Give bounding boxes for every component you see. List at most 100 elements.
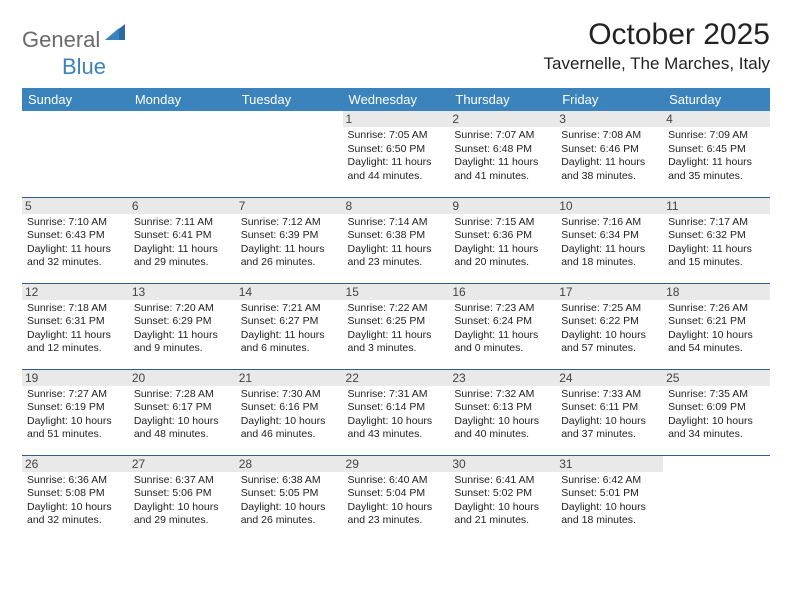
calendar-page: General October 2025 Tavernelle, The Mar… bbox=[0, 0, 792, 549]
day-details: Sunrise: 6:38 AMSunset: 5:05 PMDaylight:… bbox=[241, 474, 338, 529]
day-number: 17 bbox=[556, 284, 663, 300]
calendar-day-cell: 26Sunrise: 6:36 AMSunset: 5:08 PMDayligh… bbox=[22, 455, 129, 541]
calendar-day-cell bbox=[236, 111, 343, 197]
day-details: Sunrise: 6:41 AMSunset: 5:02 PMDaylight:… bbox=[454, 474, 551, 529]
day-number: 7 bbox=[236, 198, 343, 214]
day-number: 9 bbox=[449, 198, 556, 214]
calendar-day-cell: 20Sunrise: 7:28 AMSunset: 6:17 PMDayligh… bbox=[129, 369, 236, 455]
calendar-day-cell: 19 Sunrise: 7:27 AMSunset: 6:19 PMDayligh… bbox=[22, 369, 129, 455]
weekday-header: Tuesday bbox=[236, 88, 343, 111]
day-details: Sunrise: 7:33 AMSunset: 6:11 PMDaylight:… bbox=[561, 388, 658, 443]
calendar-day-cell: 5 Sunrise: 7:10 AMSunset: 6:43 PMDaylight… bbox=[22, 197, 129, 283]
day-number: 31 bbox=[556, 456, 663, 472]
day-number: 5 bbox=[22, 198, 129, 214]
day-details: Sunrise: 7:18 AMSunset: 6:31 PMDaylight:… bbox=[27, 302, 124, 357]
day-number: 16 bbox=[449, 284, 556, 300]
day-number: 12 bbox=[22, 284, 129, 300]
day-number: 25 bbox=[663, 370, 770, 386]
calendar-week-row: 1 Sunrise: 7:05 AMSunset: 6:50 PMDaylight… bbox=[22, 111, 770, 197]
calendar-week-row: 26Sunrise: 6:36 AMSunset: 5:08 PMDayligh… bbox=[22, 455, 770, 541]
day-number: 18 bbox=[663, 284, 770, 300]
calendar-day-cell: 22Sunrise: 7:31 AMSunset: 6:14 PMDayligh… bbox=[343, 369, 450, 455]
calendar-day-cell: 29Sunrise: 6:40 AMSunset: 5:04 PMDayligh… bbox=[343, 455, 450, 541]
day-number: 20 bbox=[129, 370, 236, 386]
calendar-day-cell: 13Sunrise: 7:20 AMSunset: 6:29 PMDayligh… bbox=[129, 283, 236, 369]
day-details: Sunrise: 7:10 AMSunset: 6:43 PMDaylight:… bbox=[27, 216, 124, 271]
day-number: 6 bbox=[129, 198, 236, 214]
calendar-day-cell: 18Sunrise: 7:26 AMSunset: 6:21 PMDayligh… bbox=[663, 283, 770, 369]
day-details: Sunrise: 7:07 AMSunset: 6:48 PMDaylight:… bbox=[454, 129, 551, 184]
calendar-day-cell: 9 Sunrise: 7:15 AMSunset: 6:36 PMDaylight… bbox=[449, 197, 556, 283]
day-number: 10 bbox=[556, 198, 663, 214]
calendar-day-cell bbox=[129, 111, 236, 197]
calendar-week-row: 19 Sunrise: 7:27 AMSunset: 6:19 PMDayligh… bbox=[22, 369, 770, 455]
calendar-day-cell: 8Sunrise: 7:14 AMSunset: 6:38 PMDaylight… bbox=[343, 197, 450, 283]
calendar-day-cell: 27Sunrise: 6:37 AMSunset: 5:06 PMDayligh… bbox=[129, 455, 236, 541]
calendar-day-cell: 11Sunrise: 7:17 AMSunset: 6:32 PMDayligh… bbox=[663, 197, 770, 283]
day-number: 24 bbox=[556, 370, 663, 386]
calendar-day-cell: 12 Sunrise: 7:18 AMSunset: 6:31 PMDayligh… bbox=[22, 283, 129, 369]
day-details: Sunrise: 6:37 AMSunset: 5:06 PMDaylight:… bbox=[134, 474, 231, 529]
calendar-day-cell: 14 Sunrise: 7:21 AMSunset: 6:27 PMDayligh… bbox=[236, 283, 343, 369]
calendar-week-row: 5 Sunrise: 7:10 AMSunset: 6:43 PMDaylight… bbox=[22, 197, 770, 283]
day-details: Sunrise: 7:09 AMSunset: 6:45 PMDaylight:… bbox=[668, 129, 765, 184]
weekday-header: Friday bbox=[556, 88, 663, 111]
day-details: Sunrise: 7:08 AMSunset: 6:46 PMDaylight:… bbox=[561, 129, 658, 184]
day-number: 30 bbox=[449, 456, 556, 472]
day-details: Sunrise: 7:11 AMSunset: 6:41 PMDaylight:… bbox=[134, 216, 231, 271]
weekday-header: Thursday bbox=[449, 88, 556, 111]
day-details: Sunrise: 6:42 AMSunset: 5:01 PMDaylight:… bbox=[561, 474, 658, 529]
day-number: 8 bbox=[343, 198, 450, 214]
calendar-day-cell: 25 Sunrise: 7:35 AMSunset: 6:09 PMDayligh… bbox=[663, 369, 770, 455]
day-details: Sunrise: 7:21 AMSunset: 6:27 PMDaylight:… bbox=[241, 302, 338, 357]
calendar-day-cell: 7Sunrise: 7:12 AMSunset: 6:39 PMDaylight… bbox=[236, 197, 343, 283]
day-details: Sunrise: 7:20 AMSunset: 6:29 PMDaylight:… bbox=[134, 302, 231, 357]
calendar-day-cell: 21 Sunrise: 7:30 AMSunset: 6:16 PMDayligh… bbox=[236, 369, 343, 455]
calendar-day-cell: 28Sunrise: 6:38 AMSunset: 5:05 PMDayligh… bbox=[236, 455, 343, 541]
title-block: October 2025 Tavernelle, The Marches, It… bbox=[544, 18, 770, 74]
calendar-day-cell: 1 Sunrise: 7:05 AMSunset: 6:50 PMDaylight… bbox=[343, 111, 450, 197]
weekday-header: Sunday bbox=[22, 88, 129, 111]
weekday-header: Wednesday bbox=[343, 88, 450, 111]
calendar-day-cell: 15 Sunrise: 7:22 AMSunset: 6:25 PMDayligh… bbox=[343, 283, 450, 369]
day-details: Sunrise: 7:15 AMSunset: 6:36 PMDaylight:… bbox=[454, 216, 551, 271]
day-number: 2 bbox=[449, 111, 556, 127]
calendar-day-cell: 24 Sunrise: 7:33 AMSunset: 6:11 PMDayligh… bbox=[556, 369, 663, 455]
calendar-day-cell: 3Sunrise: 7:08 AMSunset: 6:46 PMDaylight… bbox=[556, 111, 663, 197]
calendar-day-cell bbox=[22, 111, 129, 197]
day-number: 23 bbox=[449, 370, 556, 386]
day-details: Sunrise: 7:35 AMSunset: 6:09 PMDaylight:… bbox=[668, 388, 765, 443]
day-details: Sunrise: 7:27 AMSunset: 6:19 PMDaylight:… bbox=[27, 388, 124, 443]
day-number: 19 bbox=[22, 370, 129, 386]
calendar-table: SundayMondayTuesdayWednesdayThursdayFrid… bbox=[22, 88, 770, 541]
day-details: Sunrise: 7:25 AMSunset: 6:22 PMDaylight:… bbox=[561, 302, 658, 357]
calendar-day-cell: 30 Sunrise: 6:41 AMSunset: 5:02 PMDayligh… bbox=[449, 455, 556, 541]
calendar-day-cell: 17 Sunrise: 7:25 AMSunset: 6:22 PMDayligh… bbox=[556, 283, 663, 369]
day-details: Sunrise: 7:30 AMSunset: 6:16 PMDaylight:… bbox=[241, 388, 338, 443]
day-number: 26 bbox=[22, 456, 129, 472]
calendar-day-cell: 2 Sunrise: 7:07 AMSunset: 6:48 PMDaylight… bbox=[449, 111, 556, 197]
day-number: 1 bbox=[343, 111, 450, 127]
day-number: 21 bbox=[236, 370, 343, 386]
month-title: October 2025 bbox=[544, 18, 770, 52]
day-details: Sunrise: 7:22 AMSunset: 6:25 PMDaylight:… bbox=[348, 302, 445, 357]
day-details: Sunrise: 7:32 AMSunset: 6:13 PMDaylight:… bbox=[454, 388, 551, 443]
day-details: Sunrise: 7:23 AMSunset: 6:24 PMDaylight:… bbox=[454, 302, 551, 357]
calendar-day-cell: 31 Sunrise: 6:42 AMSunset: 5:01 PMDayligh… bbox=[556, 455, 663, 541]
day-details: Sunrise: 7:31 AMSunset: 6:14 PMDaylight:… bbox=[348, 388, 445, 443]
logo-text-blue: Blue bbox=[62, 54, 106, 80]
calendar-week-row: 12 Sunrise: 7:18 AMSunset: 6:31 PMDayligh… bbox=[22, 283, 770, 369]
weekday-header: Saturday bbox=[663, 88, 770, 111]
logo: General bbox=[22, 24, 127, 55]
day-details: Sunrise: 7:05 AMSunset: 6:50 PMDaylight:… bbox=[348, 129, 445, 184]
day-details: Sunrise: 7:17 AMSunset: 6:32 PMDaylight:… bbox=[668, 216, 765, 271]
calendar-body: 1 Sunrise: 7:05 AMSunset: 6:50 PMDaylight… bbox=[22, 111, 770, 541]
calendar-day-cell: 23 Sunrise: 7:32 AMSunset: 6:13 PMDayligh… bbox=[449, 369, 556, 455]
location: Tavernelle, The Marches, Italy bbox=[544, 54, 770, 74]
calendar-head: SundayMondayTuesdayWednesdayThursdayFrid… bbox=[22, 88, 770, 111]
weekday-header: Monday bbox=[129, 88, 236, 111]
day-number: 15 bbox=[343, 284, 450, 300]
day-details: Sunrise: 6:40 AMSunset: 5:04 PMDaylight:… bbox=[348, 474, 445, 529]
day-number: 14 bbox=[236, 284, 343, 300]
calendar-day-cell bbox=[663, 455, 770, 541]
